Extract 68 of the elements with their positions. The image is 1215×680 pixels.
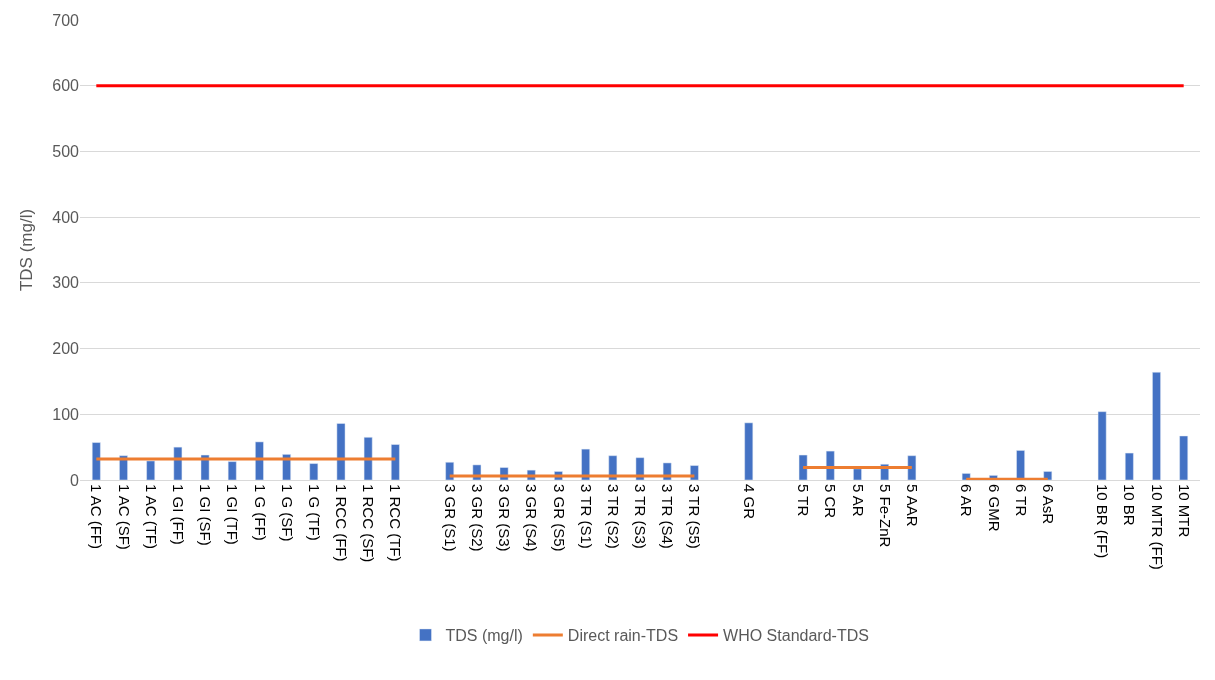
x-tick-label: 3 TR (S3)	[632, 484, 650, 549]
x-tick-label: 3 GR (S3)	[496, 484, 514, 552]
bar	[91, 442, 101, 480]
bar	[1097, 411, 1107, 480]
bar	[1152, 371, 1161, 480]
x-tick-label: 6 AsR	[1039, 484, 1057, 525]
legend-label: TDS (mg/l)	[445, 627, 523, 645]
x-tick-label: 1 RCC (FF)	[333, 484, 351, 562]
y-tick-label: 200	[52, 340, 80, 358]
x-tick-label: 3 GR (S2)	[469, 484, 487, 552]
bar	[798, 454, 808, 480]
y-tick-label: 600	[52, 77, 80, 95]
bar	[1124, 452, 1134, 480]
x-tick-label: 3 TR (S1)	[577, 484, 595, 549]
x-tick-label: 1 GI (TF)	[224, 484, 242, 545]
bar	[744, 422, 754, 480]
y-tick-label: 700	[52, 11, 80, 29]
x-tick-label: 5 TR	[795, 484, 813, 517]
x-tick-label: 10 MTR	[1175, 484, 1193, 538]
legend-label: Direct rain-TDS	[567, 627, 679, 645]
x-tick-label: 5 Fe-ZnR	[876, 484, 894, 548]
bar	[173, 446, 183, 480]
x-tick-label: 5 AAR	[903, 484, 921, 527]
x-tick-label: 1 G (FF)	[251, 484, 269, 541]
y-tick-label: 400	[52, 208, 80, 226]
bar	[1179, 435, 1189, 480]
bar	[391, 444, 400, 480]
y-tick-label: 300	[52, 274, 80, 292]
legend-label: WHO Standard-TDS	[723, 627, 869, 645]
x-tick-label: 1 GI (FF)	[169, 484, 187, 545]
x-tick-label: 4 GR	[740, 484, 758, 520]
y-tick-label: 100	[52, 405, 80, 423]
bar	[227, 461, 237, 480]
x-tick-label: 10 BR	[1121, 484, 1139, 526]
bar	[853, 468, 862, 480]
bar	[690, 465, 699, 480]
x-tick-label: 6 TR	[1012, 484, 1030, 517]
x-tick-label: 6 GMR	[985, 484, 1003, 532]
x-tick-label: 1 AC (TF)	[142, 484, 160, 550]
x-tick-label: 1 G (TF)	[305, 484, 323, 541]
x-tick-label: 10 BR (FF)	[1094, 484, 1112, 559]
x-tick-label: 6 AR	[958, 484, 976, 517]
bar	[581, 448, 590, 480]
y-axis-title: TDS (mg/l)	[16, 208, 36, 292]
x-tick-label: 3 GR (S4)	[523, 484, 541, 552]
x-tick-label: 1 AC (SF)	[115, 484, 133, 550]
bar	[336, 423, 346, 480]
y-tick-label: 0	[70, 471, 80, 489]
x-tick-label: 3 GR (S5)	[550, 484, 568, 552]
x-tick-label: 5 AR	[849, 484, 867, 517]
bar	[309, 463, 319, 480]
x-tick-label: 3 TR (S5)	[686, 484, 704, 549]
x-tick-label: 1 RCC (SF)	[360, 484, 378, 563]
bar	[907, 455, 917, 480]
x-tick-label: 3 TR (S2)	[604, 484, 622, 549]
x-tick-label: 3 GR (S1)	[441, 484, 459, 552]
x-tick-label: 5 CR	[822, 484, 840, 519]
x-tick-label: 10 MTR (FF)	[1148, 484, 1166, 570]
x-tick-label: 1 G (SF)	[278, 484, 296, 542]
bar	[1016, 450, 1025, 480]
bar	[445, 462, 455, 480]
x-tick-label: 1 RCC (TF)	[387, 484, 405, 562]
x-tick-label: 1 GI (SF)	[197, 484, 215, 546]
x-tick-label: 1 AC (FF)	[88, 484, 106, 550]
bar	[146, 460, 156, 480]
y-tick-label: 500	[52, 143, 80, 161]
bar	[363, 437, 373, 480]
x-tick-label: 3 TR (S4)	[659, 484, 677, 549]
